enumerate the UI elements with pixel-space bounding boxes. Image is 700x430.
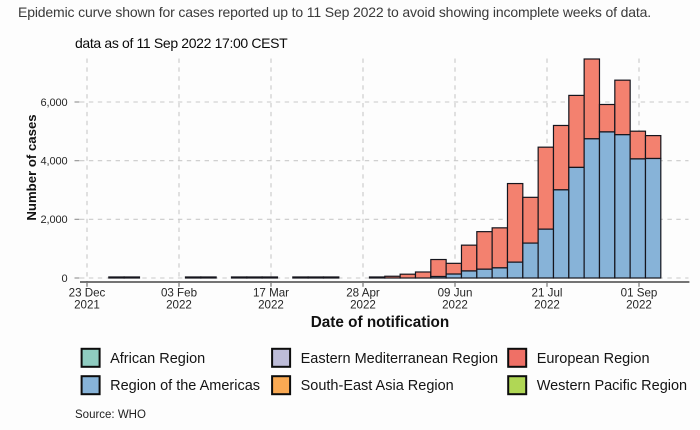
svg-text:2022: 2022 — [626, 298, 652, 311]
svg-text:6,000: 6,000 — [40, 97, 67, 109]
svg-text:2021: 2021 — [74, 298, 100, 311]
svg-text:Eastern Mediterranean Region: Eastern Mediterranean Region — [301, 351, 498, 367]
svg-text:Epidemic curve shown for cases: Epidemic curve shown for cases reported … — [18, 4, 651, 20]
svg-text:data as of 11 Sep 2022 17:00 C: data as of 11 Sep 2022 17:00 CEST — [75, 35, 288, 51]
svg-text:Region of the Americas: Region of the Americas — [110, 378, 260, 394]
svg-text:Western Pacific Region: Western Pacific Region — [537, 378, 687, 394]
svg-text:African Region: African Region — [110, 351, 205, 367]
svg-text:2,000: 2,000 — [40, 214, 67, 226]
svg-text:01 Sep: 01 Sep — [621, 286, 658, 299]
svg-text:2022: 2022 — [534, 298, 560, 311]
svg-text:2022: 2022 — [350, 298, 376, 311]
svg-text:21 Jul: 21 Jul — [532, 286, 563, 299]
svg-text:2022: 2022 — [442, 298, 468, 311]
svg-text:28 Apr: 28 Apr — [346, 286, 380, 299]
svg-text:4,000: 4,000 — [40, 156, 67, 168]
svg-text:03 Feb: 03 Feb — [161, 286, 197, 299]
svg-text:European Region: European Region — [537, 351, 650, 367]
svg-text:0: 0 — [61, 273, 67, 285]
svg-text:09 Jun: 09 Jun — [438, 286, 473, 299]
svg-text:23 Dec: 23 Dec — [69, 286, 106, 299]
svg-text:Number of cases: Number of cases — [24, 114, 39, 220]
svg-text:Source: WHO: Source: WHO — [75, 409, 146, 421]
svg-text:Date of notification: Date of notification — [311, 314, 450, 331]
svg-text:2022: 2022 — [258, 298, 284, 311]
svg-text:17 Mar: 17 Mar — [253, 286, 289, 299]
svg-text:2022: 2022 — [166, 298, 192, 311]
svg-text:South-East Asia Region: South-East Asia Region — [301, 378, 454, 394]
